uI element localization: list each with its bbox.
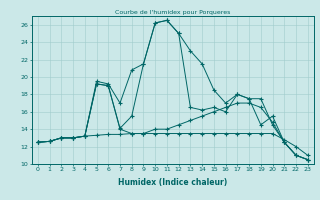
- X-axis label: Humidex (Indice chaleur): Humidex (Indice chaleur): [118, 178, 228, 187]
- Title: Courbe de l'humidex pour Porqueres: Courbe de l'humidex pour Porqueres: [115, 10, 230, 15]
